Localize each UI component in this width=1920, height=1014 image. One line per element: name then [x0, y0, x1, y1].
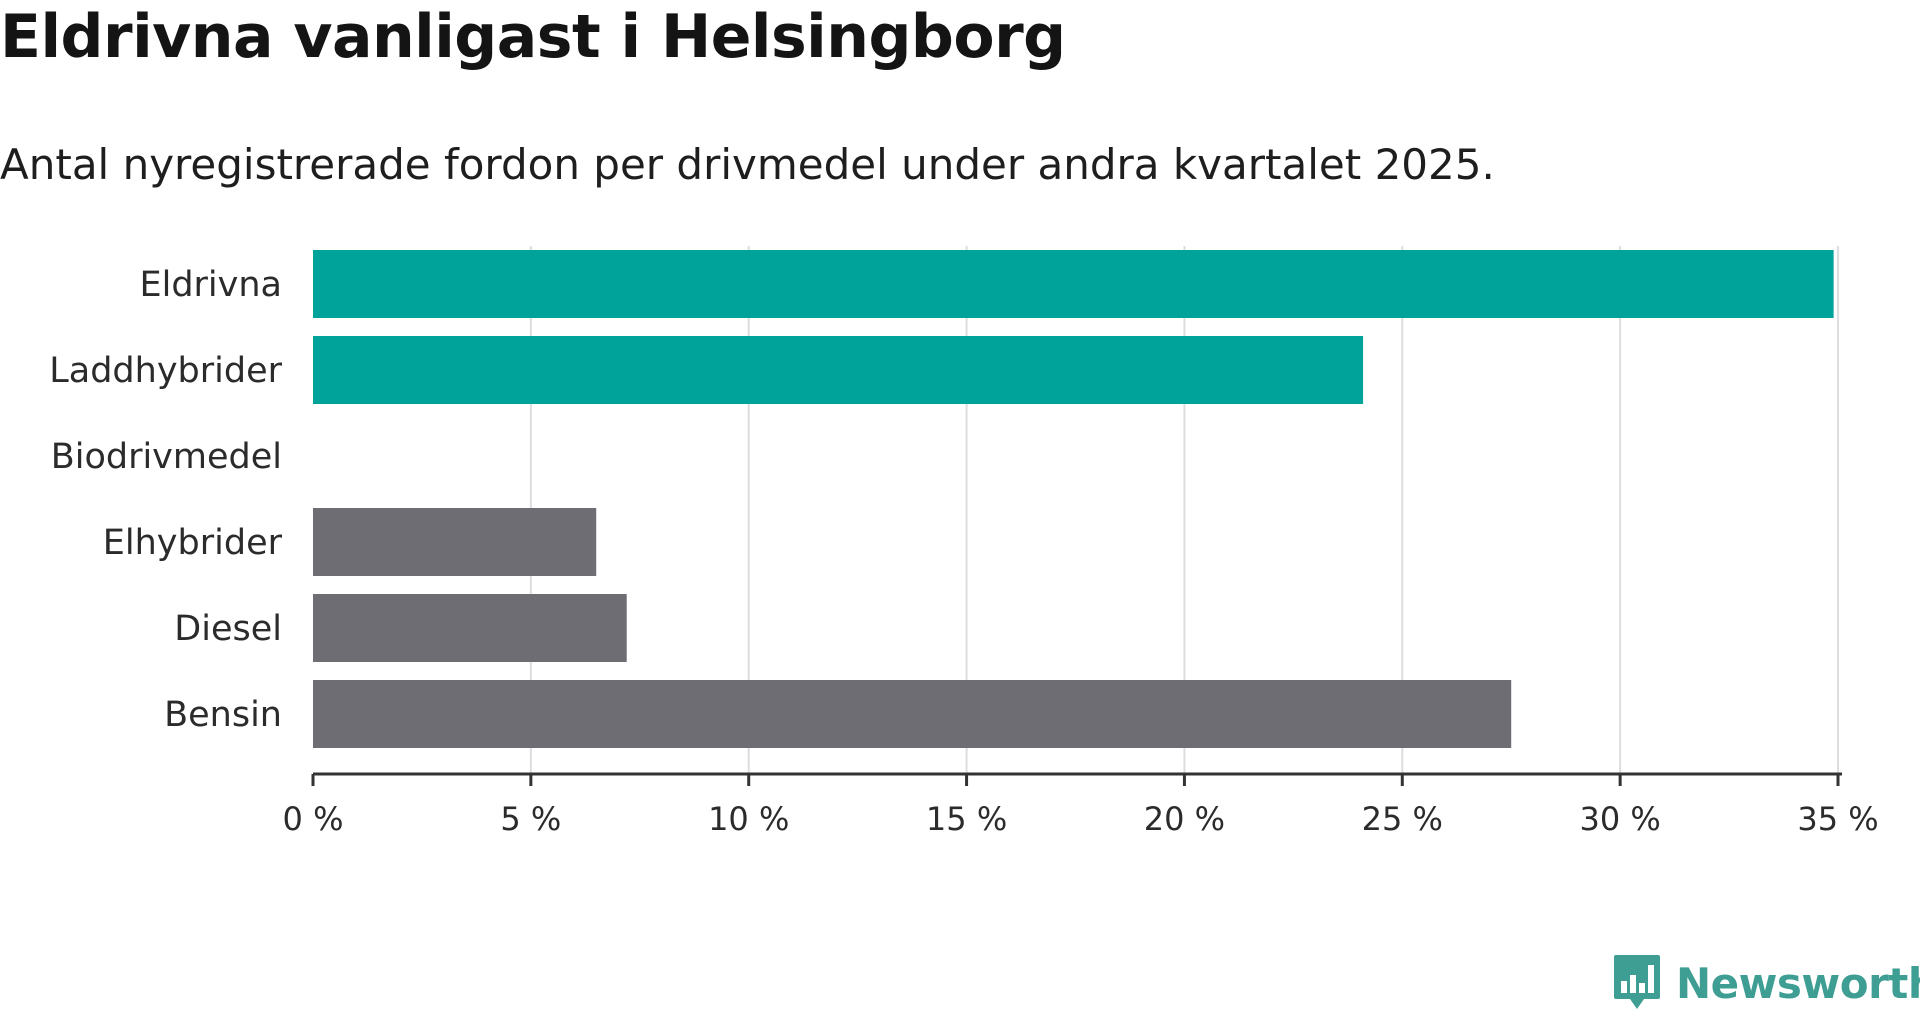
x-axis: 0 % 5 % 10 % 15 % 20 % 25 % 30 % 35 % [283, 772, 1879, 838]
x-tick-label: 15 % [926, 800, 1007, 838]
category-label: Biodrivmedel [51, 437, 282, 477]
chart-subtitle: Antal nyregistrerade fordon per drivmede… [0, 140, 1495, 189]
x-tick-label: 25 % [1362, 800, 1443, 838]
bars [313, 250, 1834, 748]
bar [313, 594, 627, 662]
bar [313, 336, 1364, 404]
x-tick-label: 5 % [500, 800, 561, 838]
category-label: Diesel [174, 609, 282, 649]
x-tick-label: 35 % [1797, 800, 1878, 838]
newsworthy-logo-icon [1614, 955, 1660, 1009]
bar [313, 508, 597, 576]
brand-name: Newsworthy [1676, 958, 1920, 1008]
bar [313, 680, 1512, 748]
category-labels: Eldrivna Laddhybrider Biodrivmedel Elhybrid… [49, 265, 282, 735]
x-tick-label: 30 % [1579, 800, 1660, 838]
chart-title: Eldrivna vanligast i Helsingborg [0, 2, 1066, 72]
bar [313, 250, 1834, 318]
category-label: Elhybrider [103, 523, 283, 563]
category-label: Eldrivna [139, 265, 282, 305]
x-tick-label: 0 % [283, 800, 344, 838]
x-tick-label: 10 % [708, 800, 789, 838]
category-label: Laddhybrider [49, 351, 282, 391]
newsworthy-logo: Newsworthy [1612, 952, 1920, 1014]
category-label: Bensin [164, 695, 282, 735]
x-tick-label: 20 % [1144, 800, 1225, 838]
